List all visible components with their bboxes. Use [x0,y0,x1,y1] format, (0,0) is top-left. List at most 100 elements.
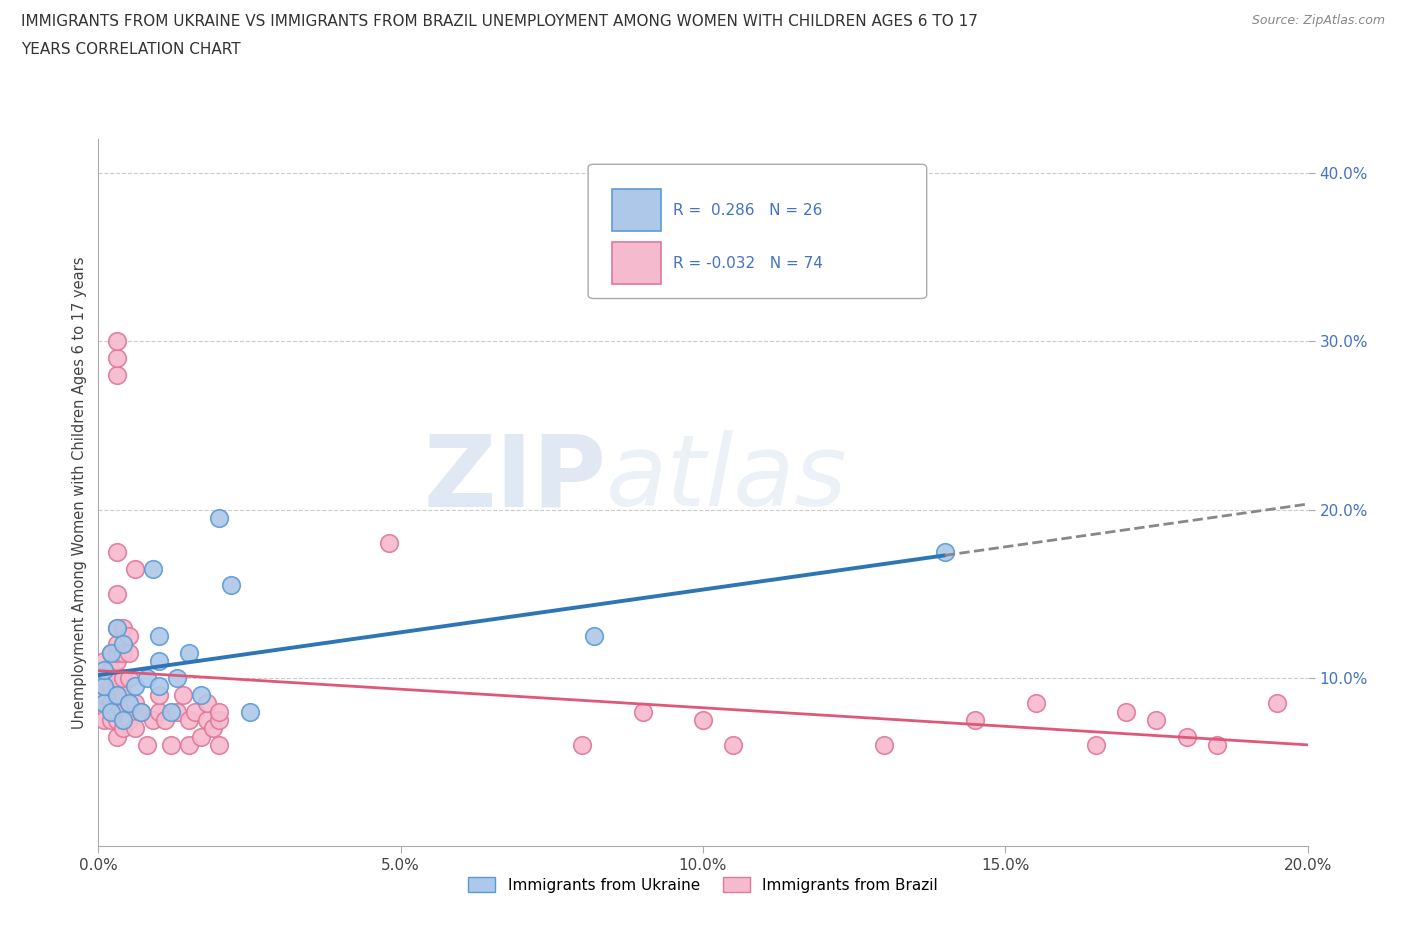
Point [135,737,157,752]
Point [195,712,218,727]
Point [105,687,128,702]
Point [105,712,128,727]
Point [129,704,152,719]
Point [100,662,122,677]
Legend: Immigrants from Ukraine, Immigrants from Brazil: Immigrants from Ukraine, Immigrants from… [461,870,945,898]
Point [1115,704,1137,719]
Point [166,704,188,719]
Text: R =  0.286   N = 26: R = 0.286 N = 26 [672,203,823,218]
Point [105,729,128,744]
Point [148,704,170,719]
Point [177,737,201,752]
Point [583,629,606,644]
Text: Source: ZipAtlas.com: Source: ZipAtlas.com [1251,14,1385,27]
Y-axis label: Unemployment Among Women with Children Ages 6 to 17 years: Unemployment Among Women with Children A… [72,257,87,729]
Point [239,704,262,719]
Point [105,637,128,652]
Point [100,645,122,660]
Point [148,679,170,694]
Point [93,662,115,677]
Point [100,704,122,719]
Point [111,721,134,736]
Point [93,679,115,694]
Point [111,645,134,660]
Point [142,561,165,576]
Point [1206,737,1229,752]
Point [105,367,128,382]
Point [148,654,170,669]
Point [965,712,987,727]
Text: IMMIGRANTS FROM UKRAINE VS IMMIGRANTS FROM BRAZIL UNEMPLOYMENT AMONG WOMEN WITH : IMMIGRANTS FROM UKRAINE VS IMMIGRANTS FR… [21,14,979,29]
Point [105,687,128,702]
Text: ZIP: ZIP [423,431,606,527]
Point [202,721,225,736]
Point [111,704,134,719]
Point [105,654,128,669]
Point [105,587,128,602]
Point [221,578,243,593]
Point [100,712,122,727]
Point [208,712,231,727]
Point [100,696,122,711]
Point [105,696,128,711]
Point [118,645,141,660]
Point [190,687,212,702]
Point [571,737,593,752]
Point [111,620,134,635]
Point [195,696,218,711]
Point [100,645,122,660]
Point [124,721,146,736]
Point [160,704,183,719]
Point [118,671,141,685]
Point [177,712,201,727]
Point [1144,712,1167,727]
Text: atlas: atlas [606,431,848,527]
Point [105,671,128,685]
Point [93,679,115,694]
Point [124,679,146,694]
Point [124,561,146,576]
Point [148,629,170,644]
Point [142,712,165,727]
Point [93,654,115,669]
Point [93,696,115,711]
Point [105,351,128,365]
Bar [612,189,661,232]
Point [105,334,128,349]
Point [93,687,115,702]
Point [166,671,188,685]
Point [105,544,128,559]
Point [111,687,134,702]
Point [1085,737,1108,752]
Text: R = -0.032   N = 74: R = -0.032 N = 74 [672,256,823,271]
Point [111,637,134,652]
Point [148,687,170,702]
Point [129,704,152,719]
Point [118,629,141,644]
Bar [612,242,661,285]
Point [105,679,128,694]
Point [631,704,654,719]
Point [111,671,134,685]
Point [105,620,128,635]
Point [105,704,128,719]
Point [208,704,231,719]
Point [93,671,115,685]
Point [160,737,183,752]
Point [208,737,231,752]
Point [1265,696,1288,711]
Point [1024,696,1046,711]
Point [153,712,176,727]
Point [100,679,122,694]
Point [118,696,141,711]
Point [172,687,194,702]
Point [184,704,207,719]
Point [190,729,212,744]
Point [692,712,714,727]
Point [721,737,744,752]
Point [934,544,956,559]
Point [118,696,141,711]
Point [208,511,231,525]
Point [377,536,399,551]
Point [1175,729,1198,744]
